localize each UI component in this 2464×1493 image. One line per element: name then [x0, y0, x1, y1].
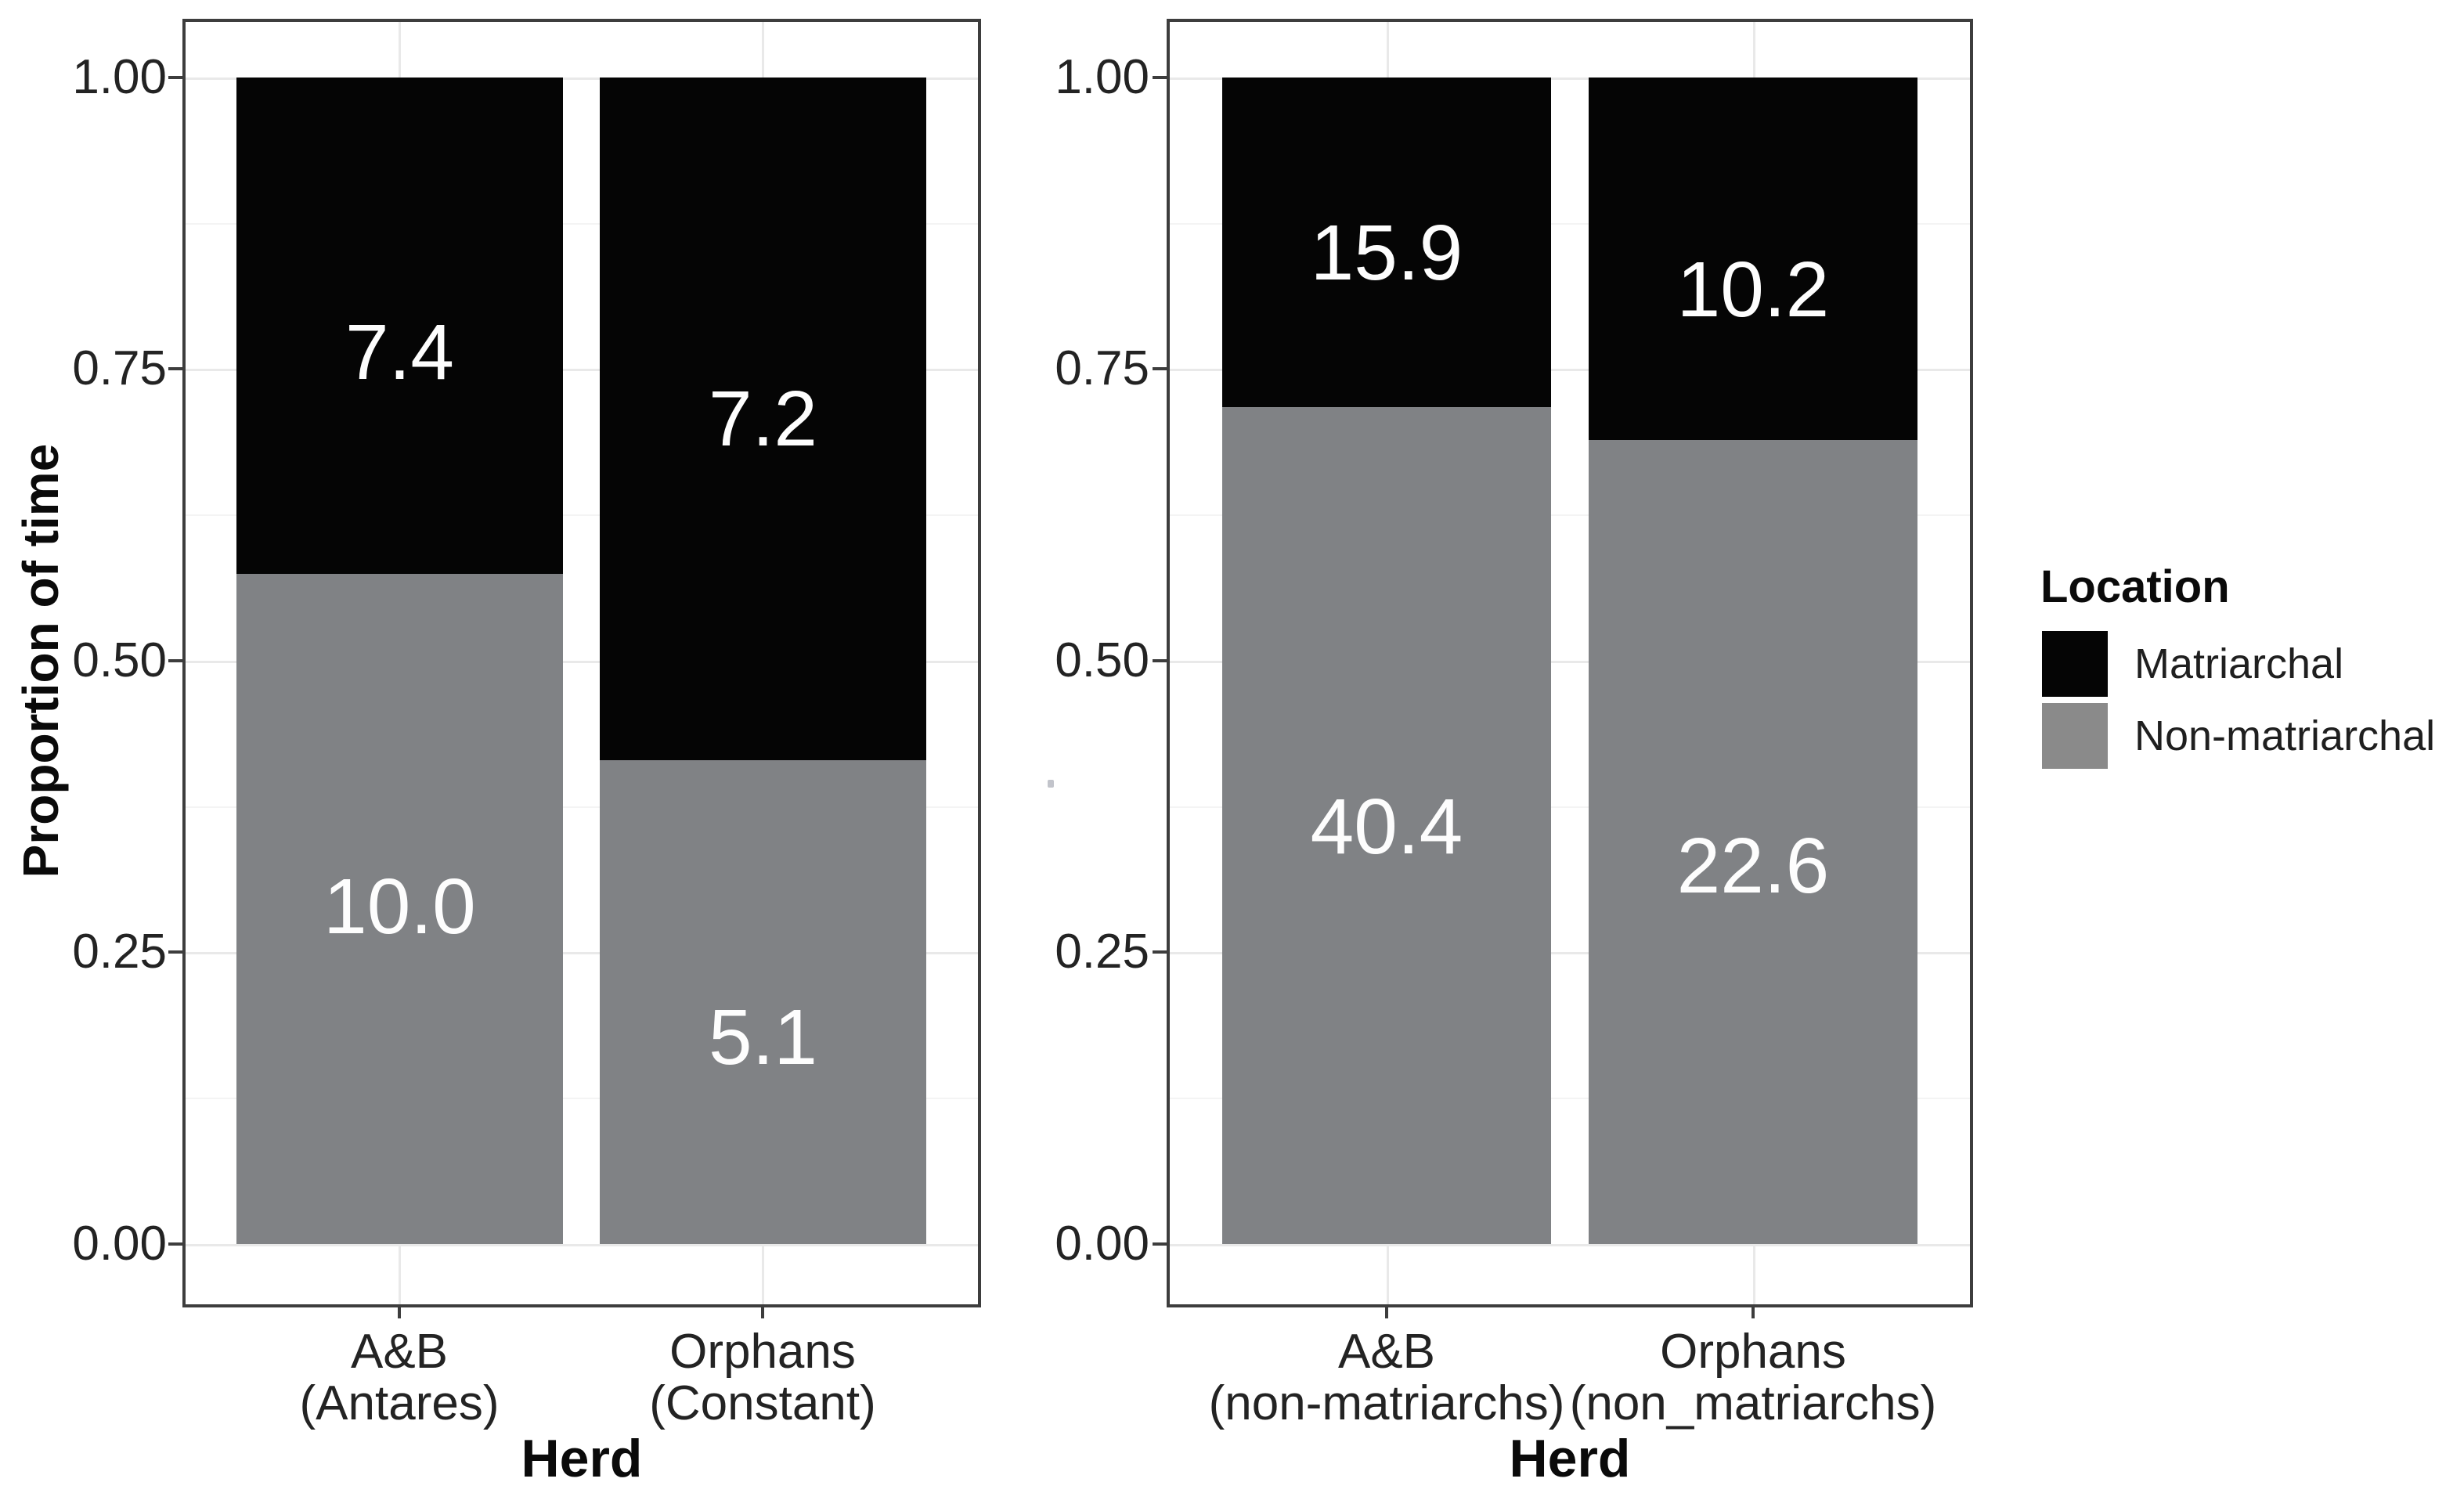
y-tick-mark [168, 76, 182, 79]
y-tick-label: 0.25 [1055, 925, 1149, 979]
y-tick-mark [1153, 367, 1167, 370]
segment-value-label: 40.4 [1310, 783, 1463, 871]
gridline-major [1170, 369, 1970, 371]
x-tick-mark [1751, 1307, 1755, 1318]
x-axis-title: Herd [1509, 1429, 1631, 1488]
x-category-line1: Orphans [669, 1325, 856, 1379]
gridline-major [186, 952, 978, 954]
x-tick-mark [398, 1307, 401, 1318]
x-tick-mark [761, 1307, 764, 1318]
gridline-major [186, 1244, 978, 1246]
gridline-minor [1170, 806, 1970, 808]
y-tick-mark [168, 367, 182, 370]
gridline-minor [186, 514, 978, 516]
x-category-line2: (non-matriarchs) [1208, 1376, 1565, 1430]
segment-non-matriarchal: 40.4 [1222, 407, 1551, 1244]
gridline-major [1170, 78, 1970, 80]
y-tick-label: 0.75 [72, 341, 167, 395]
segment-non-matriarchal: 10.0 [236, 574, 563, 1244]
y-tick-mark [168, 1242, 182, 1246]
y-tick-label: 0.50 [1055, 633, 1149, 687]
bar-orphans-non-matriarchs: 10.2 22.6 [1589, 78, 1917, 1244]
segment-value-label: 22.6 [1676, 822, 1830, 910]
segment-matriarchal: 10.2 [1589, 78, 1917, 440]
segment-value-label: 5.1 [708, 994, 817, 1081]
x-category-line1: Orphans [1660, 1325, 1846, 1379]
segment-non-matriarchal: 22.6 [1589, 440, 1917, 1244]
gridline-minor [1170, 223, 1970, 225]
y-tick-label: 0.75 [1055, 341, 1149, 395]
segment-matriarchal: 7.4 [236, 78, 563, 574]
gridline-minor [1170, 514, 1970, 516]
gridline-major [186, 369, 978, 371]
x-axis-title: Herd [521, 1429, 643, 1488]
y-tick-label: 0.00 [1055, 1217, 1149, 1271]
y-tick-mark [1153, 659, 1167, 662]
segment-matriarchal: 15.9 [1222, 78, 1551, 407]
x-category-line2: (Antares) [299, 1376, 500, 1430]
legend-title: Location [2040, 561, 2230, 612]
legend-key-matriarchal [2042, 631, 2108, 697]
y-tick-mark [1153, 950, 1167, 954]
y-tick-label: 1.00 [72, 50, 167, 104]
segment-value-label: 10.2 [1676, 246, 1830, 334]
bar-ab-antares: 7.4 10.0 [236, 78, 563, 1244]
speck-artifact [1048, 780, 1054, 788]
y-tick-label: 0.50 [72, 633, 167, 687]
gridline-major [186, 78, 978, 80]
legend-label-matriarchal: Matriarchal [2134, 640, 2344, 687]
x-category-line2: (non_matriarchs) [1569, 1376, 1937, 1430]
y-tick-mark [168, 950, 182, 954]
y-tick-label: 1.00 [1055, 50, 1149, 104]
segment-value-label: 15.9 [1310, 209, 1463, 297]
x-category-label: Orphans (Constant) [512, 1326, 1013, 1430]
segment-non-matriarchal: 5.1 [600, 760, 926, 1244]
x-category-line2: (Constant) [649, 1376, 876, 1430]
legend-key-non-matriarchal [2042, 703, 2108, 769]
bar-ab-non-matriarchs: 15.9 40.4 [1222, 78, 1551, 1244]
x-category-line1: A&B [1337, 1325, 1436, 1379]
y-tick-mark [1153, 76, 1167, 79]
x-tick-mark [1385, 1307, 1388, 1318]
panel-right: 15.9 40.4 10.2 22.6 [1167, 19, 1973, 1307]
segment-value-label: 7.4 [345, 308, 454, 396]
gridline-minor [1170, 1098, 1970, 1099]
segment-matriarchal: 7.2 [600, 78, 926, 760]
y-tick-mark [1153, 1242, 1167, 1246]
panel-left: 7.4 10.0 7.2 5.1 [182, 19, 981, 1307]
gridline-minor [186, 1098, 978, 1099]
gridline-major [186, 661, 978, 663]
x-category-label: A&B (Antares) [149, 1326, 650, 1430]
bar-orphans-constant: 7.2 5.1 [600, 78, 926, 1244]
y-tick-mark [168, 659, 182, 662]
gridline-minor [186, 806, 978, 808]
gridline-major [1170, 1244, 1970, 1246]
gridline-major [1170, 952, 1970, 954]
y-tick-label: 0.25 [72, 925, 167, 979]
segment-value-label: 7.2 [708, 375, 817, 463]
gridline-minor [186, 223, 978, 225]
x-category-label: A&B (non-matriarchs) [1136, 1326, 1637, 1430]
legend-label-non-matriarchal: Non-matriarchal [2134, 712, 2436, 759]
x-category-line1: A&B [350, 1325, 449, 1379]
y-tick-label: 0.00 [72, 1217, 167, 1271]
segment-value-label: 10.0 [323, 863, 476, 950]
x-category-label: Orphans (non_matriarchs) [1503, 1326, 2004, 1430]
gridline-major [1170, 661, 1970, 663]
